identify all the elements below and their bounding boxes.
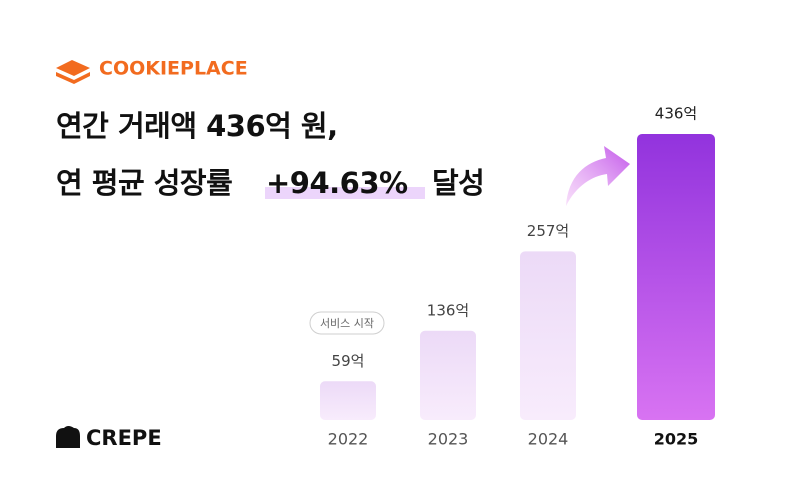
bar bbox=[520, 251, 576, 420]
x-tick-label: 2022 bbox=[328, 430, 369, 449]
title-highlight: +94.63% bbox=[266, 166, 408, 200]
title-line: 달성 bbox=[432, 166, 484, 200]
x-tick-label: 2025 bbox=[654, 430, 699, 449]
title-line: 연간 거래액 436억 원, bbox=[56, 109, 338, 143]
bar bbox=[420, 330, 476, 420]
highlight bbox=[265, 187, 425, 199]
x-tick-label: 2024 bbox=[528, 430, 569, 449]
annotation-pill bbox=[309, 311, 385, 335]
bar bbox=[637, 134, 715, 420]
value-label: 257억 bbox=[527, 222, 569, 240]
annotation: 서비스 시작 bbox=[320, 317, 374, 330]
value-label: 136억 bbox=[427, 301, 469, 319]
value-label: 59억 bbox=[332, 352, 365, 370]
title-line: 연 평균 성장률 bbox=[56, 166, 232, 200]
bar bbox=[320, 381, 376, 420]
growth-arrow bbox=[566, 146, 630, 206]
footer-brand: CREPE bbox=[86, 426, 162, 450]
brand: COOKIEPLACE bbox=[99, 58, 248, 80]
footer-logo bbox=[56, 426, 80, 448]
x-tick-label: 2023 bbox=[428, 430, 469, 449]
value-label: 436억 bbox=[655, 105, 697, 123]
brand-logo bbox=[56, 60, 90, 84]
